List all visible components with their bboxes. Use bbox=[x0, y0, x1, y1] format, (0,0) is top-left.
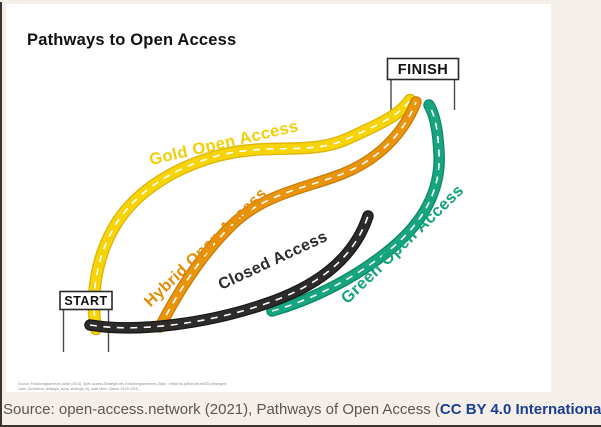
diagram-source-note: Source: Forschungszentrum Jülich (2015),… bbox=[18, 382, 358, 391]
diagram-panel: Pathways to Open Access bbox=[6, 4, 551, 392]
pathways-diagram: Gold Open Access Hybrid Open Access Clos… bbox=[59, 57, 467, 352]
finish-sign-label: FINISH bbox=[398, 62, 449, 78]
start-sign: START bbox=[59, 290, 113, 311]
diagram-source-note-line2: Open_Access/oa_strategie_fzj/oa_strategi… bbox=[18, 386, 139, 391]
diagram-source-note-line1: Source: Forschungszentrum Jülich (2015),… bbox=[18, 382, 227, 386]
caption-bar: Source: open-access.network (2021), Path… bbox=[3, 401, 601, 418]
diagram-title: Pathways to Open Access bbox=[27, 31, 237, 49]
green-road bbox=[266, 99, 445, 317]
gold-road bbox=[87, 93, 417, 336]
window-left-edge bbox=[0, 2, 2, 427]
cc-license-link-label: CC BY 4.0 International bbox=[439, 401, 601, 418]
start-sign-label: START bbox=[64, 294, 107, 308]
hybrid-road bbox=[154, 96, 422, 333]
finish-sign-legs bbox=[390, 79, 456, 110]
caption-text: Source: open-access.network (2021), Path… bbox=[3, 401, 440, 418]
finish-sign: FINISH bbox=[386, 57, 460, 81]
cc-license-link[interactable]: CC BY 4.0 International bbox=[440, 401, 601, 418]
hybrid-road-label: Hybrid Open Access bbox=[141, 185, 270, 311]
closed-road bbox=[84, 210, 374, 334]
window-bottom-edge bbox=[0, 425, 601, 427]
